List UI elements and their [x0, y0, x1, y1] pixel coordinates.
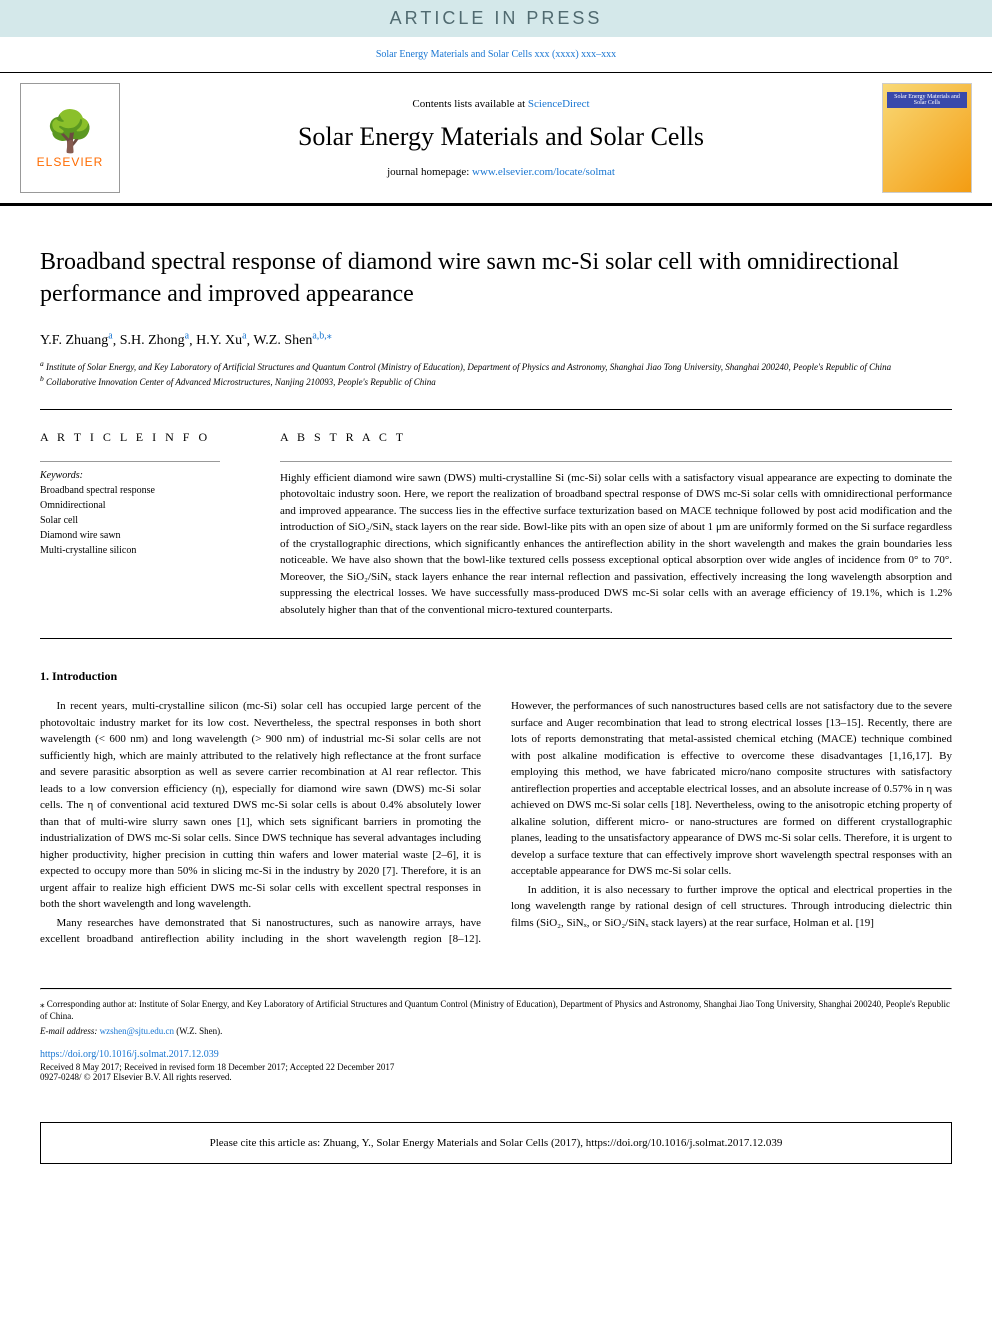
contents-available-line: Contents lists available at ScienceDirec…	[140, 98, 862, 110]
keyword: Omnidirectional	[40, 498, 240, 513]
info-abstract-row: A R T I C L E I N F O Keywords: Broadban…	[0, 410, 992, 639]
journal-cover-thumbnail: Solar Energy Materials and Solar Cells	[882, 83, 972, 193]
abstract-text: Highly efficient diamond wire sawn (DWS)…	[280, 470, 952, 619]
abstract-divider	[280, 461, 952, 462]
email-link[interactable]: wzshen@sjtu.edu.cn	[100, 1026, 174, 1036]
received-dates: Received 8 May 2017; Received in revised…	[0, 1062, 992, 1072]
article-in-press-banner: ARTICLE IN PRESS	[0, 0, 992, 37]
two-column-body: In recent years, multi-crystalline silic…	[40, 698, 952, 948]
abstract-heading: A B S T R A C T	[280, 430, 952, 445]
introduction-section: 1. Introduction In recent years, multi-c…	[0, 639, 992, 968]
author: Y.F. Zhuanga	[40, 333, 113, 348]
email-suffix: (W.Z. Shen).	[174, 1026, 222, 1036]
author: W.Z. Shena,b,⁎	[253, 333, 331, 348]
homepage-prefix: journal homepage:	[387, 166, 472, 178]
keyword: Multi-crystalline silicon	[40, 543, 240, 558]
homepage-link[interactable]: www.elsevier.com/locate/solmat	[472, 166, 615, 178]
author: S.H. Zhonga	[120, 333, 189, 348]
doi-link[interactable]: https://doi.org/10.1016/j.solmat.2017.12…	[40, 1049, 219, 1060]
elsevier-tree-icon: 🌳	[45, 108, 95, 155]
doi-line: https://doi.org/10.1016/j.solmat.2017.12…	[0, 1047, 992, 1062]
keywords-label: Keywords:	[40, 470, 240, 481]
contents-prefix: Contents lists available at	[412, 98, 527, 110]
citation-box: Please cite this article as: Zhuang, Y.,…	[40, 1122, 952, 1164]
keyword: Broadband spectral response	[40, 483, 240, 498]
affiliation: b Collaborative Innovation Center of Adv…	[40, 374, 952, 389]
journal-title: Solar Energy Materials and Solar Cells	[140, 122, 862, 152]
article-title: Broadband spectral response of diamond w…	[0, 206, 992, 331]
sciencedirect-link[interactable]: ScienceDirect	[528, 98, 590, 110]
article-info-column: A R T I C L E I N F O Keywords: Broadban…	[40, 430, 240, 619]
email-label: E-mail address:	[40, 1026, 100, 1036]
author-affil-marker: a	[185, 331, 189, 342]
cover-title-text: Solar Energy Materials and Solar Cells	[887, 92, 967, 108]
copyright-line: 0927-0248/ © 2017 Elsevier B.V. All righ…	[0, 1072, 992, 1102]
affiliations: a Institute of Solar Energy, and Key Lab…	[0, 359, 992, 408]
introduction-heading: 1. Introduction	[40, 669, 952, 684]
author-affil-marker: a,b,⁎	[312, 331, 331, 342]
keyword: Diamond wire sawn	[40, 528, 240, 543]
corresponding-author-note: ⁎ Corresponding author at: Institute of …	[40, 998, 952, 1023]
info-divider	[40, 461, 220, 462]
header-center: Contents lists available at ScienceDirec…	[140, 98, 862, 178]
journal-homepage-line: journal homepage: www.elsevier.com/locat…	[140, 166, 862, 178]
authors-list: Y.F. Zhuanga, S.H. Zhonga, H.Y. Xua, W.Z…	[0, 331, 992, 360]
author-affil-marker: a	[108, 331, 112, 342]
footnotes: ⁎ Corresponding author at: Institute of …	[0, 990, 992, 1048]
body-paragraph: In addition, it is also necessary to fur…	[511, 882, 952, 932]
journal-header: 🌳 ELSEVIER Contents lists available at S…	[0, 72, 992, 206]
author-affil-marker: a	[242, 331, 246, 342]
abstract-column: A B S T R A C T Highly efficient diamond…	[280, 430, 952, 619]
article-info-heading: A R T I C L E I N F O	[40, 430, 240, 445]
body-paragraph: In recent years, multi-crystalline silic…	[40, 698, 481, 913]
journal-reference: Solar Energy Materials and Solar Cells x…	[0, 37, 992, 72]
affiliation: a Institute of Solar Energy, and Key Lab…	[40, 359, 952, 374]
keyword: Solar cell	[40, 513, 240, 528]
author: H.Y. Xua	[196, 333, 246, 348]
email-line: E-mail address: wzshen@sjtu.edu.cn (W.Z.…	[40, 1025, 952, 1038]
elsevier-logo: 🌳 ELSEVIER	[20, 83, 120, 193]
elsevier-name: ELSEVIER	[37, 155, 104, 169]
